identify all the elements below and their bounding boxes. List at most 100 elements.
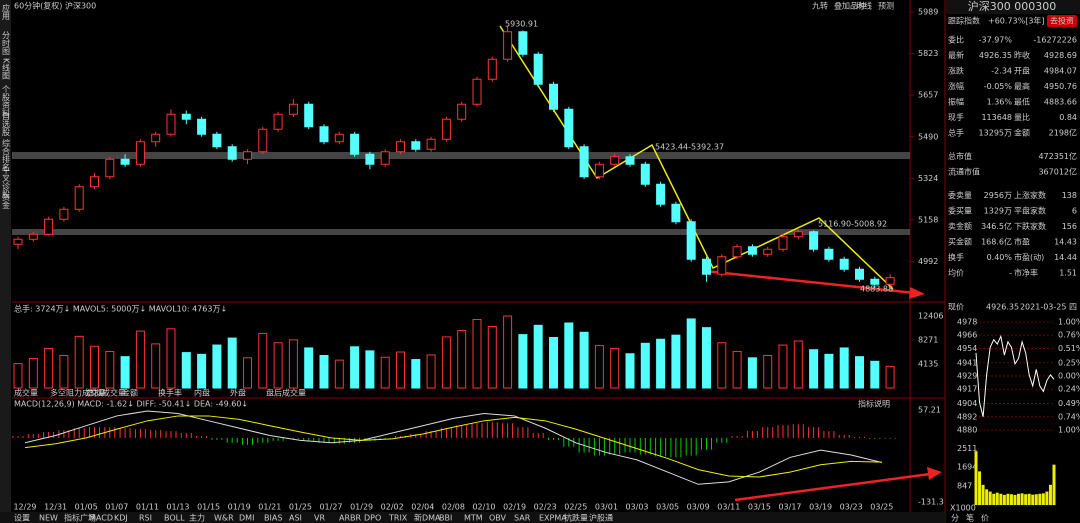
- indicator-tab[interactable]: EXPMA: [539, 514, 567, 523]
- indicator-tab[interactable]: 主力: [189, 513, 205, 523]
- label: 买金额: [948, 237, 972, 247]
- label: 最新: [948, 50, 964, 60]
- volume-bar: [732, 350, 742, 389]
- sidebar-tab[interactable]: 综合排名: [2, 138, 11, 172]
- volume-tab[interactable]: 换手率: [158, 388, 182, 398]
- panel-tab[interactable]: 笔: [966, 513, 974, 523]
- label: 市净率: [1014, 268, 1038, 278]
- indicator-tab[interactable]: BIAS: [264, 514, 282, 523]
- sidebar-tab[interactable]: 自选股: [2, 111, 11, 137]
- indicator-tab[interactable]: BBI: [439, 514, 452, 523]
- indicator-tab[interactable]: DMI: [239, 514, 254, 523]
- sidebar-tab[interactable]: 应用: [2, 3, 11, 21]
- invest-button[interactable]: [1047, 15, 1077, 27]
- candle-body: [319, 126, 329, 143]
- tool[interactable]: 预测: [878, 1, 894, 11]
- volume-tab[interactable]: 外盘: [230, 388, 246, 398]
- indicator-tab[interactable]: NEW: [39, 514, 58, 523]
- label: 市盈(动): [1014, 252, 1044, 262]
- value: -37.97%: [979, 36, 1013, 45]
- indicator-tab[interactable]: ASI: [289, 514, 302, 523]
- x-tick-label: 03/11: [717, 503, 740, 512]
- tool[interactable]: 均线: [856, 1, 872, 11]
- panel-tab[interactable]: 分: [951, 514, 959, 523]
- value: 367012亿: [1038, 167, 1077, 177]
- volume-tab[interactable]: 多空阻力成交量: [50, 388, 106, 398]
- y-tick-label: 5158: [918, 215, 938, 224]
- pct-label: 0.25%: [1058, 358, 1080, 367]
- indicator-tab[interactable]: KDJ: [114, 514, 128, 523]
- x-tick-label: 02/23: [534, 503, 557, 512]
- x-tick-label: 01/25: [289, 503, 312, 512]
- button-label[interactable]: 去投资: [1050, 16, 1074, 26]
- indicator-tab[interactable]: ARBR: [339, 514, 362, 523]
- value: 0.40%: [987, 253, 1013, 262]
- sidebar-tab[interactable]: 牛叉诊股: [2, 165, 11, 199]
- x-tick-label: 03/01: [595, 503, 618, 512]
- label: 委比: [948, 35, 964, 45]
- value: 4926.35: [979, 51, 1012, 60]
- indicator-tab[interactable]: 沪股通: [589, 513, 613, 523]
- indicator-tab[interactable]: 新DMA: [414, 513, 441, 523]
- volume-tab[interactable]: 金额: [122, 388, 138, 398]
- indicator-tab[interactable]: 设置: [14, 513, 30, 523]
- x-tick-label: 01/11: [136, 503, 159, 512]
- volume-bar: [1052, 464, 1056, 505]
- price-line: [975, 334, 1055, 417]
- label: 金额: [1014, 128, 1030, 138]
- y-tick-label: 4954: [957, 344, 977, 353]
- tool[interactable]: 九转: [812, 1, 828, 11]
- volume-bar: [985, 489, 989, 505]
- volume-bar: [243, 357, 252, 389]
- volume-bar: [273, 342, 283, 389]
- indicator-tab[interactable]: W&R: [214, 514, 234, 523]
- indicator-tab[interactable]: DPO: [364, 514, 381, 523]
- tool[interactable]: 叠加品种: [834, 1, 866, 11]
- candle-body: [227, 146, 237, 160]
- volume-tab[interactable]: 虚拟成交量: [86, 388, 126, 398]
- candle-body: [763, 248, 773, 255]
- y-tick-label: 5490: [918, 132, 938, 141]
- volume-bar: [44, 348, 54, 389]
- value: 4928.69: [1044, 51, 1077, 60]
- candle-body: [487, 58, 497, 80]
- macd-legend: MACD(12,26,9) MACD: -1.62↓ DIFF: -50.41↓…: [14, 400, 248, 409]
- pct-label: 0.51%: [1058, 344, 1080, 353]
- indicator-tab[interactable]: OBV: [489, 514, 507, 523]
- sidebar-tab[interactable]: 分时图: [2, 31, 11, 56]
- panel-tab[interactable]: 价: [981, 514, 989, 523]
- arrow-head: [927, 467, 942, 480]
- label: 上涨家数: [1014, 190, 1046, 200]
- sidebar-tab[interactable]: 资金: [2, 192, 11, 209]
- indicator-tab[interactable]: MACD: [89, 514, 113, 523]
- candle-body: [365, 153, 375, 165]
- volume-tab[interactable]: 内盘: [194, 388, 210, 398]
- x-tick-label: 01/19: [228, 503, 251, 512]
- volume-tab[interactable]: 盘后成交量: [266, 388, 306, 398]
- volume-tab[interactable]: 成交量: [14, 388, 38, 398]
- value: 156: [1062, 222, 1077, 231]
- indicator-tab[interactable]: RSI: [139, 514, 152, 523]
- indicator-tab[interactable]: 指标广场: [64, 513, 96, 523]
- candle-body: [518, 31, 528, 55]
- volume-bar: [350, 346, 360, 389]
- volume-bar: [579, 331, 589, 389]
- y-tick-label: 8271: [918, 336, 938, 345]
- sidebar-tab[interactable]: K线图: [2, 58, 11, 80]
- volume-bar: [656, 338, 666, 389]
- volume-bar: [1024, 494, 1028, 505]
- volume-bar: [472, 319, 482, 389]
- pct-label: 0.74%: [1058, 412, 1080, 421]
- indicator-tab[interactable]: BOLL: [164, 514, 185, 523]
- sidebar-tab[interactable]: 个股资料: [2, 85, 11, 118]
- indicator-tab[interactable]: 抗跌量: [564, 513, 588, 523]
- volume-bar: [992, 493, 996, 505]
- help-link[interactable]: 指标说明: [858, 399, 890, 409]
- indicator-tab[interactable]: MTM: [464, 514, 483, 523]
- indicator-tab[interactable]: TRIX: [388, 514, 408, 523]
- y-tick-label: 4904: [957, 399, 977, 408]
- indicator-tab[interactable]: SAR: [514, 514, 531, 523]
- indicator-tab[interactable]: VR: [314, 514, 325, 523]
- candle-body: [594, 163, 604, 178]
- value: 14.43: [1054, 238, 1077, 247]
